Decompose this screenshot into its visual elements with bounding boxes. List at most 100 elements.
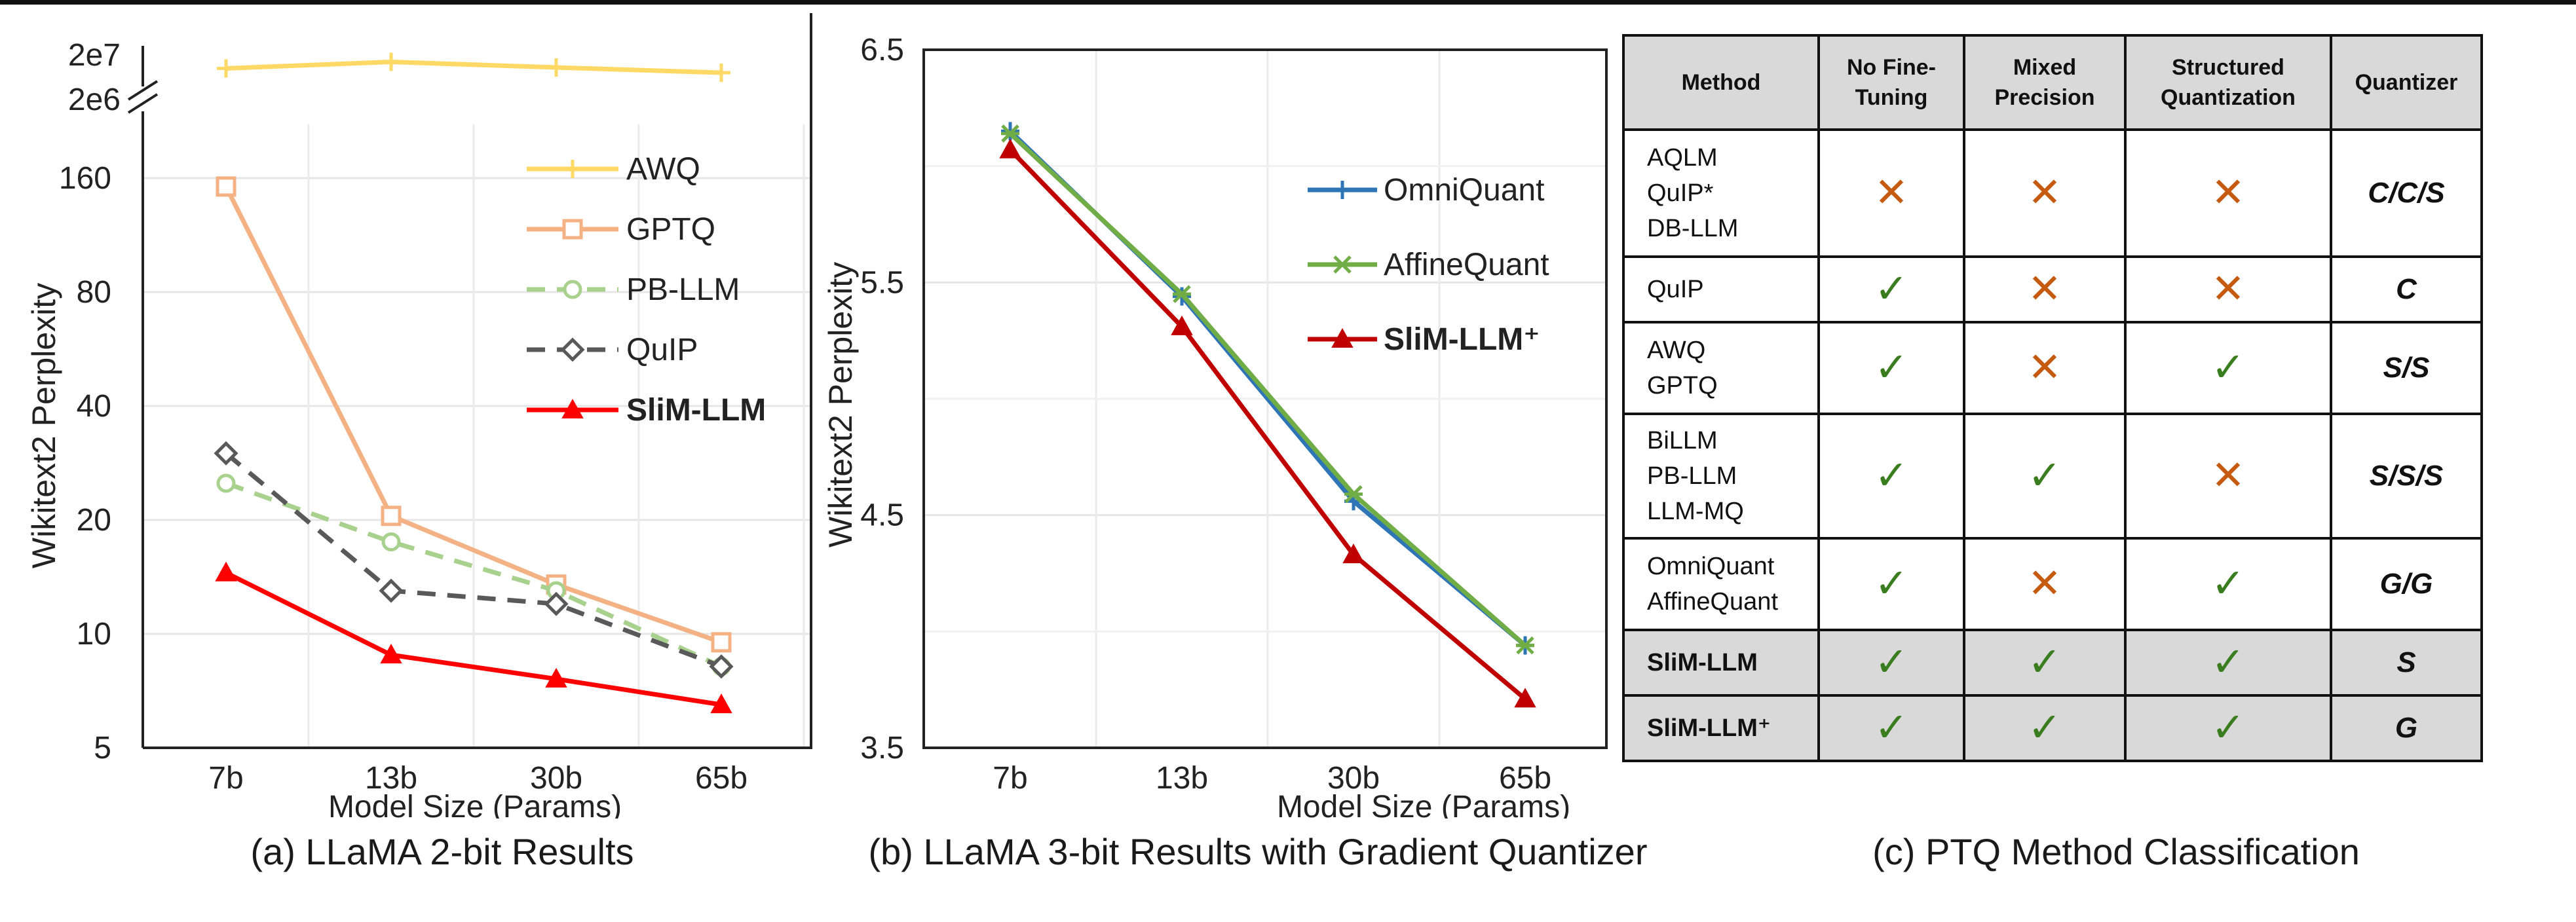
header-mixed-precision-label: Mixed Precision xyxy=(1994,55,2095,110)
cell-no-ft: ✓ xyxy=(1817,321,1965,415)
top-rule xyxy=(0,0,2576,5)
point-quip-13b xyxy=(379,578,404,603)
cell-no-ft: ✓ xyxy=(1817,537,1965,631)
method-name: DB-LLM xyxy=(1647,215,1739,242)
method-name: OmniQuant xyxy=(1647,553,1775,580)
chart-a-ylabel: Wikitext2 Perplexity xyxy=(26,283,62,568)
quantizer-cell: S xyxy=(2330,629,2483,697)
check-icon: ✓ xyxy=(1874,705,1908,750)
series-awq xyxy=(217,52,730,83)
method-name: SliM-LLM⁺ xyxy=(1647,714,1771,742)
line-awq xyxy=(225,60,722,75)
series-slim-llm xyxy=(215,561,732,714)
point-gptq-7b xyxy=(216,176,237,197)
legend-label-affinequant: AffineQuant xyxy=(1384,248,1549,282)
point-pb-llm-7b xyxy=(216,473,236,493)
chart-a-xtick-7b: 7b xyxy=(208,761,243,796)
line-gptq xyxy=(223,185,723,645)
table-row: SliM-LLM ✓ ✓ ✓ S xyxy=(1622,629,2483,697)
method-name: AQLM xyxy=(1647,144,1718,172)
chart-a-ytick-40: 40 xyxy=(77,389,111,424)
chart-b-ytick-3-5: 3.5 xyxy=(860,731,904,765)
chart-a-legend: AWQ GPTQ PB-LLM QuIP SliM-LLM xyxy=(527,152,766,428)
cell-structured: ✓ xyxy=(2124,537,2332,631)
legend-marker-affinequant xyxy=(1333,255,1352,274)
legend-label-slim-llm: SliM-LLM xyxy=(626,393,766,428)
header-mixed-precision: Mixed Precision xyxy=(1963,34,2127,131)
legend-marker-quip xyxy=(560,337,585,362)
chart-b-series xyxy=(999,122,1536,708)
chart-a-ytick-20: 20 xyxy=(77,503,111,538)
point-slim-llm-7b xyxy=(999,138,1021,158)
cell-mixed: ✓ xyxy=(1963,413,2127,540)
chart-a-ytick-80: 80 xyxy=(77,275,111,310)
cell-structured: ✕ xyxy=(2124,413,2332,540)
chart-b-ytick-4-5: 4.5 xyxy=(860,498,904,533)
check-icon: ✓ xyxy=(2028,453,2062,498)
cell-structured: ✕ xyxy=(2124,255,2332,323)
legend-marker-slim-llm xyxy=(1331,327,1354,348)
point-awq-7b xyxy=(217,59,235,78)
quantizer-cell: S/S/S xyxy=(2330,413,2483,540)
series-slim-llm xyxy=(999,138,1536,708)
point-quip-30b xyxy=(544,591,569,616)
cross-icon: ✕ xyxy=(2028,345,2062,390)
quantizer-cell: C/C/S xyxy=(2330,128,2483,258)
method-name: AffineQuant xyxy=(1647,588,1779,616)
chart-a-axis-break xyxy=(127,80,159,114)
series-affinequant xyxy=(1001,124,1534,655)
legend-marker-slim-llm xyxy=(561,398,584,418)
table-row: AWQ GPTQ ✓ ✕ ✓ S/S xyxy=(1622,321,2483,415)
methods-cell: QuIP xyxy=(1622,255,1820,323)
chart-a-axes xyxy=(127,13,812,749)
chart-a-ytick-break-2e6: 2e6 xyxy=(68,83,121,117)
point-awq-13b xyxy=(382,52,400,71)
check-icon: ✓ xyxy=(1874,561,1908,606)
method-name: AWQ xyxy=(1647,337,1706,364)
check-icon: ✓ xyxy=(2211,561,2245,606)
cell-no-ft: ✓ xyxy=(1817,413,1965,540)
header-structured-quantization-label: Structured Quantization xyxy=(2161,55,2296,110)
cell-structured: ✓ xyxy=(2124,629,2332,697)
cell-mixed: ✓ xyxy=(1963,629,2127,697)
quantizer-cell: C xyxy=(2330,255,2483,323)
line-quip xyxy=(224,451,723,669)
point-quip-65b xyxy=(709,654,734,679)
chart-b-xtick-30b: 30b xyxy=(1327,761,1380,796)
legend-item-slim-llm: SliM-LLM⁺ xyxy=(1308,322,1540,357)
cell-no-ft: ✓ xyxy=(1817,694,1965,762)
table-row: OmniQuant AffineQuant ✓ ✕ ✓ G/G xyxy=(1622,537,2483,631)
methods-cell: SliM-LLM⁺ xyxy=(1622,694,1820,762)
check-icon: ✓ xyxy=(2028,705,2062,750)
chart-a-ytick-5: 5 xyxy=(94,731,111,765)
legend-label-slim-llm: SliM-LLM⁺ xyxy=(1384,322,1540,357)
point-affinequant-30b xyxy=(1344,485,1363,504)
legend-label-pb-llm: PB-LLM xyxy=(626,272,740,307)
cell-no-ft: ✓ xyxy=(1817,255,1965,323)
method-name: QuIP xyxy=(1647,276,1704,303)
table-header-row: Method No Fine-Tuning Mixed Precision St… xyxy=(1622,34,2483,131)
cell-no-ft: ✓ xyxy=(1817,629,1965,697)
legend-label-omniquant: OmniQuant xyxy=(1384,173,1544,208)
point-slim-llm-65b xyxy=(1514,688,1536,708)
chart-b-xlabel: Model Size (Params) xyxy=(1277,790,1570,819)
chart-b-xtick-7b: 7b xyxy=(993,761,1027,796)
header-structured-quantization: Structured Quantization xyxy=(2124,34,2332,131)
chart-a-ytick-160: 160 xyxy=(59,161,111,196)
chart-a-xtick-65b: 65b xyxy=(695,761,748,796)
cell-structured: ✓ xyxy=(2124,321,2332,415)
header-method: Method xyxy=(1622,34,1820,131)
table-row: SliM-LLM⁺ ✓ ✓ ✓ G xyxy=(1622,694,2483,762)
ptq-classification-table: Method No Fine-Tuning Mixed Precision St… xyxy=(1622,34,2483,762)
legend-item-gptq: GPTQ xyxy=(527,212,715,247)
header-quantizer: Quantizer xyxy=(2330,34,2483,131)
point-quip-7b xyxy=(214,441,238,466)
chart-b-ytick-5-5: 5.5 xyxy=(860,265,904,300)
cross-icon: ✕ xyxy=(2211,453,2245,498)
cell-mixed: ✕ xyxy=(1963,537,2127,631)
point-omniquant-7b xyxy=(1001,122,1019,141)
point-affinequant-7b xyxy=(1001,124,1019,143)
quantizer-cell: S/S xyxy=(2330,321,2483,415)
legend-marker-pb-llm xyxy=(563,280,582,299)
cell-mixed: ✕ xyxy=(1963,321,2127,415)
